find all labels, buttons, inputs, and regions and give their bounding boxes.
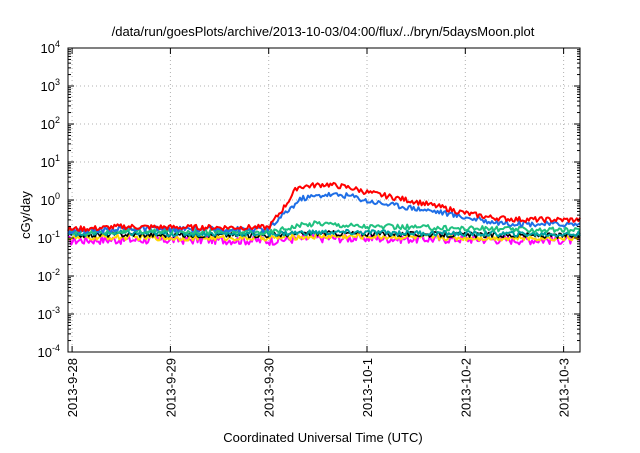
series-line	[67, 181, 581, 232]
y-tick-label: 102	[41, 115, 60, 132]
y-tick-label: 100	[41, 191, 60, 208]
x-tick-label: 2013-9-28	[65, 358, 80, 417]
y-tick-label: 10-3	[38, 305, 60, 322]
y-axis-label: cGy/day	[18, 191, 33, 239]
chart-title: /data/run/goesPlots/archive/2013-10-03/0…	[112, 24, 535, 39]
y-ticks: 10-4 10-3 10-2 10-1 100 101 102 103 104	[38, 39, 580, 360]
y-tick-label: 103	[41, 77, 60, 94]
series-group	[67, 181, 581, 246]
x-axis-label: Coordinated Universal Time (UTC)	[223, 430, 422, 445]
y-tick-label: 101	[41, 153, 60, 170]
y-tick-label: 10-1	[38, 229, 60, 246]
series-line	[67, 220, 581, 236]
x-tick-label: 2013-9-29	[163, 358, 178, 417]
x-tick-label: 2013-10-3	[557, 358, 572, 417]
x-tick-label: 2013-9-30	[262, 358, 277, 417]
y-tick-label: 10-2	[38, 267, 60, 284]
x-tick-label: 2013-10-2	[458, 358, 473, 417]
x-tick-label: 2013-10-1	[360, 358, 375, 417]
grid	[68, 48, 580, 352]
y-tick-label: 104	[41, 39, 60, 56]
x-ticks: 2013-9-28 2013-9-29 2013-9-30 2013-10-1 2013…	[65, 48, 572, 417]
y-tick-label: 10-4	[38, 343, 60, 360]
